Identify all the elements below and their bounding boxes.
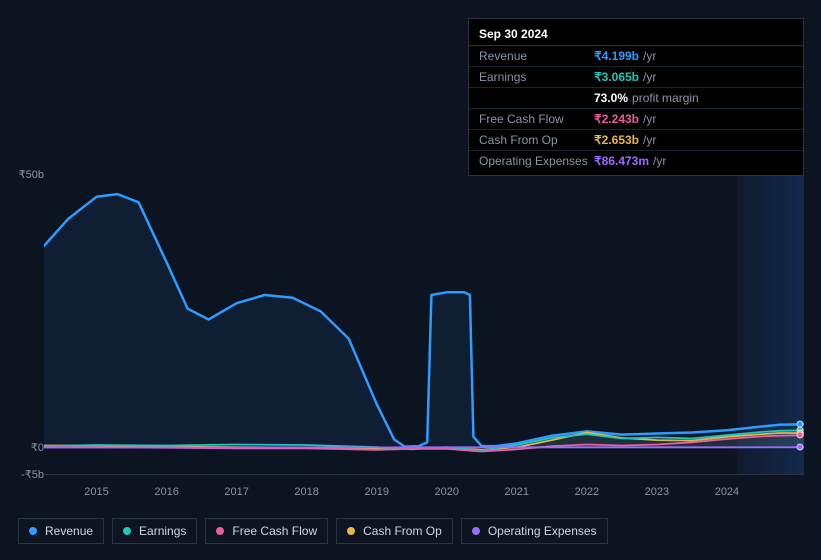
tooltip-row-label: Cash From Op: [479, 133, 594, 147]
x-tick-label: 2015: [84, 486, 108, 498]
tooltip-row: Free Cash Flow₹2.243b/yr: [469, 109, 803, 130]
y-tick-label: ₹50b: [4, 168, 44, 181]
x-tick-label: 2021: [505, 486, 529, 498]
x-tick-label: 2023: [645, 486, 669, 498]
tooltip-row-unit: /yr: [653, 154, 666, 168]
legend-dot-icon: [216, 527, 224, 535]
series-end-marker: [797, 444, 804, 451]
legend-dot-icon: [347, 527, 355, 535]
tooltip-row-value: ₹2.243b: [594, 112, 639, 126]
y-tick-label: -₹5b: [4, 468, 44, 481]
y-tick-label: ₹0: [4, 441, 44, 454]
legend-item-fcf[interactable]: Free Cash Flow: [205, 518, 328, 544]
tooltip-row: Earnings₹3.065b/yr: [469, 67, 803, 88]
y-axis: ₹50b₹0-₹5b: [0, 175, 44, 475]
legend-item-label: Operating Expenses: [488, 524, 597, 538]
tooltip-row: 73.0% profit margin: [469, 88, 803, 109]
tooltip-row-unit: profit margin: [632, 91, 699, 105]
legend-item-label: Earnings: [139, 524, 186, 538]
x-tick-label: 2017: [224, 486, 248, 498]
legend-dot-icon: [29, 527, 37, 535]
legend-dot-icon: [472, 527, 480, 535]
x-tick-label: 2018: [294, 486, 318, 498]
tooltip-row: Operating Expenses₹86.473m/yr: [469, 151, 803, 171]
legend-item-opex[interactable]: Operating Expenses: [461, 518, 608, 544]
legend-item-earnings[interactable]: Earnings: [112, 518, 197, 544]
tooltip-row-value: 73.0%: [594, 91, 628, 105]
x-tick-label: 2022: [575, 486, 599, 498]
tooltip-row: Revenue₹4.199b/yr: [469, 46, 803, 67]
tooltip-row-unit: /yr: [643, 133, 656, 147]
legend-item-label: Cash From Op: [363, 524, 442, 538]
series-end-marker: [797, 432, 804, 439]
chart-svg: [44, 175, 804, 475]
legend-dot-icon: [123, 527, 131, 535]
legend-item-revenue[interactable]: Revenue: [18, 518, 104, 544]
tooltip-row-label: Operating Expenses: [479, 154, 594, 168]
legend-item-cashop[interactable]: Cash From Op: [336, 518, 453, 544]
legend-item-label: Revenue: [45, 524, 93, 538]
tooltip-row-value: ₹86.473m: [594, 154, 649, 168]
x-tick-label: 2016: [154, 486, 178, 498]
tooltip-panel: Sep 30 2024 Revenue₹4.199b/yrEarnings₹3.…: [468, 18, 804, 176]
legend: Revenue Earnings Free Cash Flow Cash From O…: [18, 518, 608, 544]
x-tick-label: 2020: [435, 486, 459, 498]
tooltip-row-label: Free Cash Flow: [479, 112, 594, 126]
x-tick-label: 2019: [364, 486, 388, 498]
tooltip-row-unit: /yr: [643, 70, 656, 84]
legend-item-label: Free Cash Flow: [232, 524, 317, 538]
tooltip-date: Sep 30 2024: [469, 23, 803, 46]
tooltip-row-unit: /yr: [643, 112, 656, 126]
tooltip-row: Cash From Op₹2.653b/yr: [469, 130, 803, 151]
tooltip-row-value: ₹3.065b: [594, 70, 639, 84]
tooltip-row-label: Earnings: [479, 70, 594, 84]
tooltip-row-unit: /yr: [643, 49, 656, 63]
x-tick-label: 2024: [715, 486, 739, 498]
tooltip-row-value: ₹4.199b: [594, 49, 639, 63]
tooltip-row-value: ₹2.653b: [594, 133, 639, 147]
tooltip-row-label: Revenue: [479, 49, 594, 63]
chart-plot-area: [44, 175, 804, 475]
